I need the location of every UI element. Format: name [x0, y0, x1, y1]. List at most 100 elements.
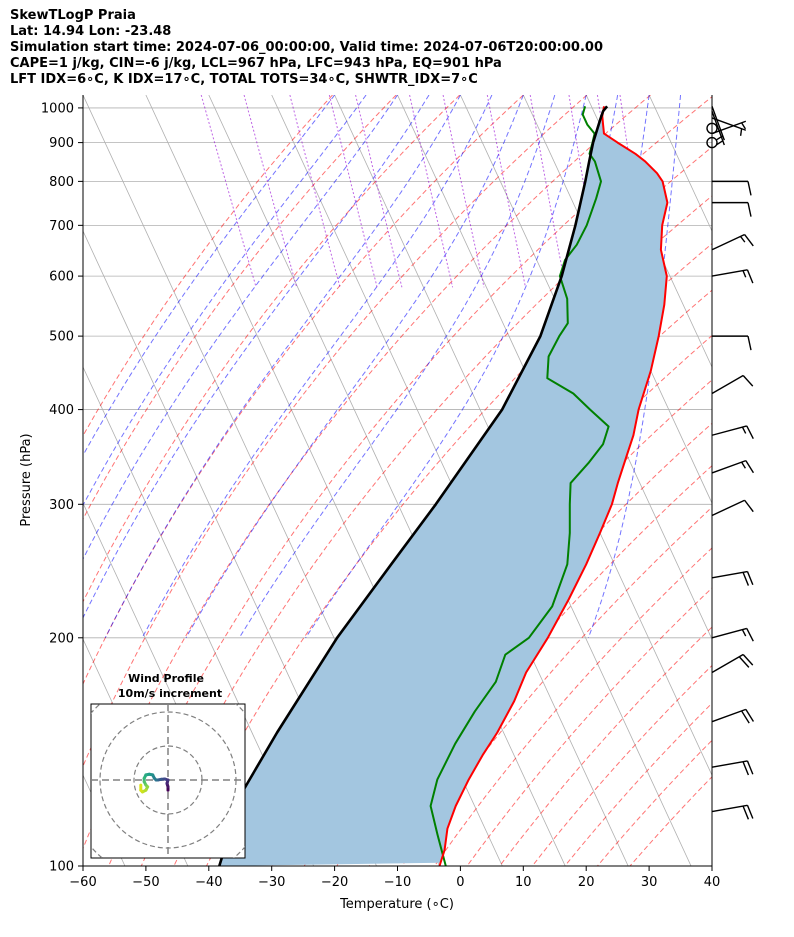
barb-half-feather — [741, 461, 746, 469]
mixing-ratio-line — [328, 95, 378, 288]
dry-adiabat-line — [83, 95, 397, 521]
indices-line-2: LFT IDX=6∘C, K IDX=17∘C, TOTAL TOTS=34∘C… — [10, 72, 478, 87]
wind-barb — [712, 335, 752, 351]
parcel-profile-line — [218, 105, 609, 866]
barb-shaft — [711, 459, 747, 474]
isotherm-line — [711, 95, 712, 96]
barb-feather — [742, 375, 754, 387]
y-tick-label: 800 — [49, 175, 74, 190]
barb-feather — [747, 335, 752, 351]
barb-feather — [747, 181, 752, 196]
x-tick-label: −10 — [384, 875, 411, 890]
profile-lines — [218, 105, 669, 866]
y-tick-label: 1000 — [41, 101, 74, 116]
mixing-ratio-line — [355, 95, 403, 288]
mixing-ratio-line — [442, 95, 485, 288]
mixing-ratio-line — [289, 95, 341, 288]
barb-feather — [738, 656, 750, 668]
x-tick-label: 40 — [704, 875, 721, 890]
isotherm-line — [648, 95, 712, 232]
wind-barb — [711, 804, 754, 820]
barb-shaft — [711, 374, 744, 395]
isotherm-line — [83, 366, 315, 866]
dry-adiabat-line — [108, 96, 712, 866]
wind-barbs — [706, 106, 755, 820]
moist-adiabat-line — [83, 95, 335, 457]
isotherm-line — [460, 95, 712, 641]
dry-adiabat-line — [401, 506, 712, 866]
barb-shaft — [711, 653, 744, 674]
y-tick-label: 400 — [49, 403, 74, 418]
barb-feather — [745, 709, 755, 722]
wind-barb — [711, 425, 754, 440]
x-tick-label: −40 — [195, 875, 222, 890]
wind-barb — [711, 653, 754, 674]
barb-feather — [742, 805, 750, 820]
wind-barb — [711, 570, 754, 586]
moist-adiabat-line — [83, 95, 398, 561]
barb-feather — [746, 760, 754, 775]
barb-half-feather — [742, 270, 747, 278]
chart-title: SkewTLogP Praia — [10, 8, 136, 23]
barb-half-feather — [741, 122, 746, 130]
x-tick-label: 20 — [578, 875, 595, 890]
barb-feather — [745, 460, 755, 474]
barb-half-feather — [716, 140, 724, 146]
hodograph-subtitle: 10m/s increment — [118, 687, 222, 700]
time-line: Simulation start time: 2024-07-06_00:00:… — [10, 40, 603, 55]
barb-feather — [742, 572, 750, 586]
wind-barb — [711, 110, 725, 146]
barb-shaft — [711, 570, 748, 579]
wind-barb — [711, 627, 754, 642]
barb-shaft — [711, 627, 747, 639]
barb-feather — [746, 571, 754, 586]
mixing-ratio-line — [243, 95, 298, 288]
x-tick-label: 10 — [515, 875, 532, 890]
barb-feather — [742, 761, 750, 776]
y-tick-label: 200 — [49, 631, 74, 646]
barb-feather — [746, 269, 754, 284]
barb-feather — [741, 710, 750, 724]
barb-shaft — [711, 804, 748, 813]
moist-adiabat-line — [141, 95, 493, 639]
x-tick-label: −50 — [132, 875, 159, 890]
barb-feather — [744, 234, 754, 247]
y-tick-label: 700 — [49, 219, 74, 234]
wind-barb — [711, 120, 747, 135]
x-axis-label: Temperature (∘C) — [339, 897, 454, 912]
indices-line-1: CAPE=1 j/kg, CIN=-6 j/kg, LCL=967 hPa, L… — [10, 56, 502, 71]
barb-shaft — [711, 117, 747, 131]
barb-half-feather — [741, 629, 747, 637]
wind-barb — [706, 136, 718, 149]
barb-shaft — [711, 708, 747, 723]
barb-half-feather — [741, 426, 747, 434]
barb-half-feather — [739, 128, 743, 136]
barb-shaft — [711, 110, 725, 146]
moist-adiabat-line — [83, 95, 367, 507]
barb-shaft — [711, 120, 747, 135]
moist-adiabat-line — [305, 95, 587, 639]
y-tick-label: 600 — [49, 270, 74, 285]
dry-adiabat-line — [83, 95, 588, 768]
dry-adiabat-line — [83, 95, 461, 603]
dry-adiabat-line — [434, 547, 712, 866]
mixing-ratio-line — [529, 95, 567, 288]
wind-barb — [712, 180, 752, 196]
calm-wind-circle — [706, 136, 718, 149]
barb-feather — [746, 425, 754, 440]
wind-barb — [711, 708, 755, 724]
barb-shaft — [711, 760, 748, 768]
x-tick-label: −20 — [321, 875, 348, 890]
wind-barb — [711, 233, 754, 251]
barb-shaft — [711, 233, 745, 251]
barb-shaft — [711, 106, 725, 141]
hodograph-title: Wind Profile — [128, 672, 204, 685]
wind-barb — [711, 760, 754, 776]
moist-adiabat-line — [104, 95, 461, 639]
moist-adiabat-line — [238, 95, 556, 639]
location-line: Lat: 14.94 Lon: -23.48 — [10, 24, 172, 39]
wind-barb — [712, 201, 752, 217]
reference-lines — [83, 95, 712, 866]
x-tick-label: 0 — [456, 875, 464, 890]
